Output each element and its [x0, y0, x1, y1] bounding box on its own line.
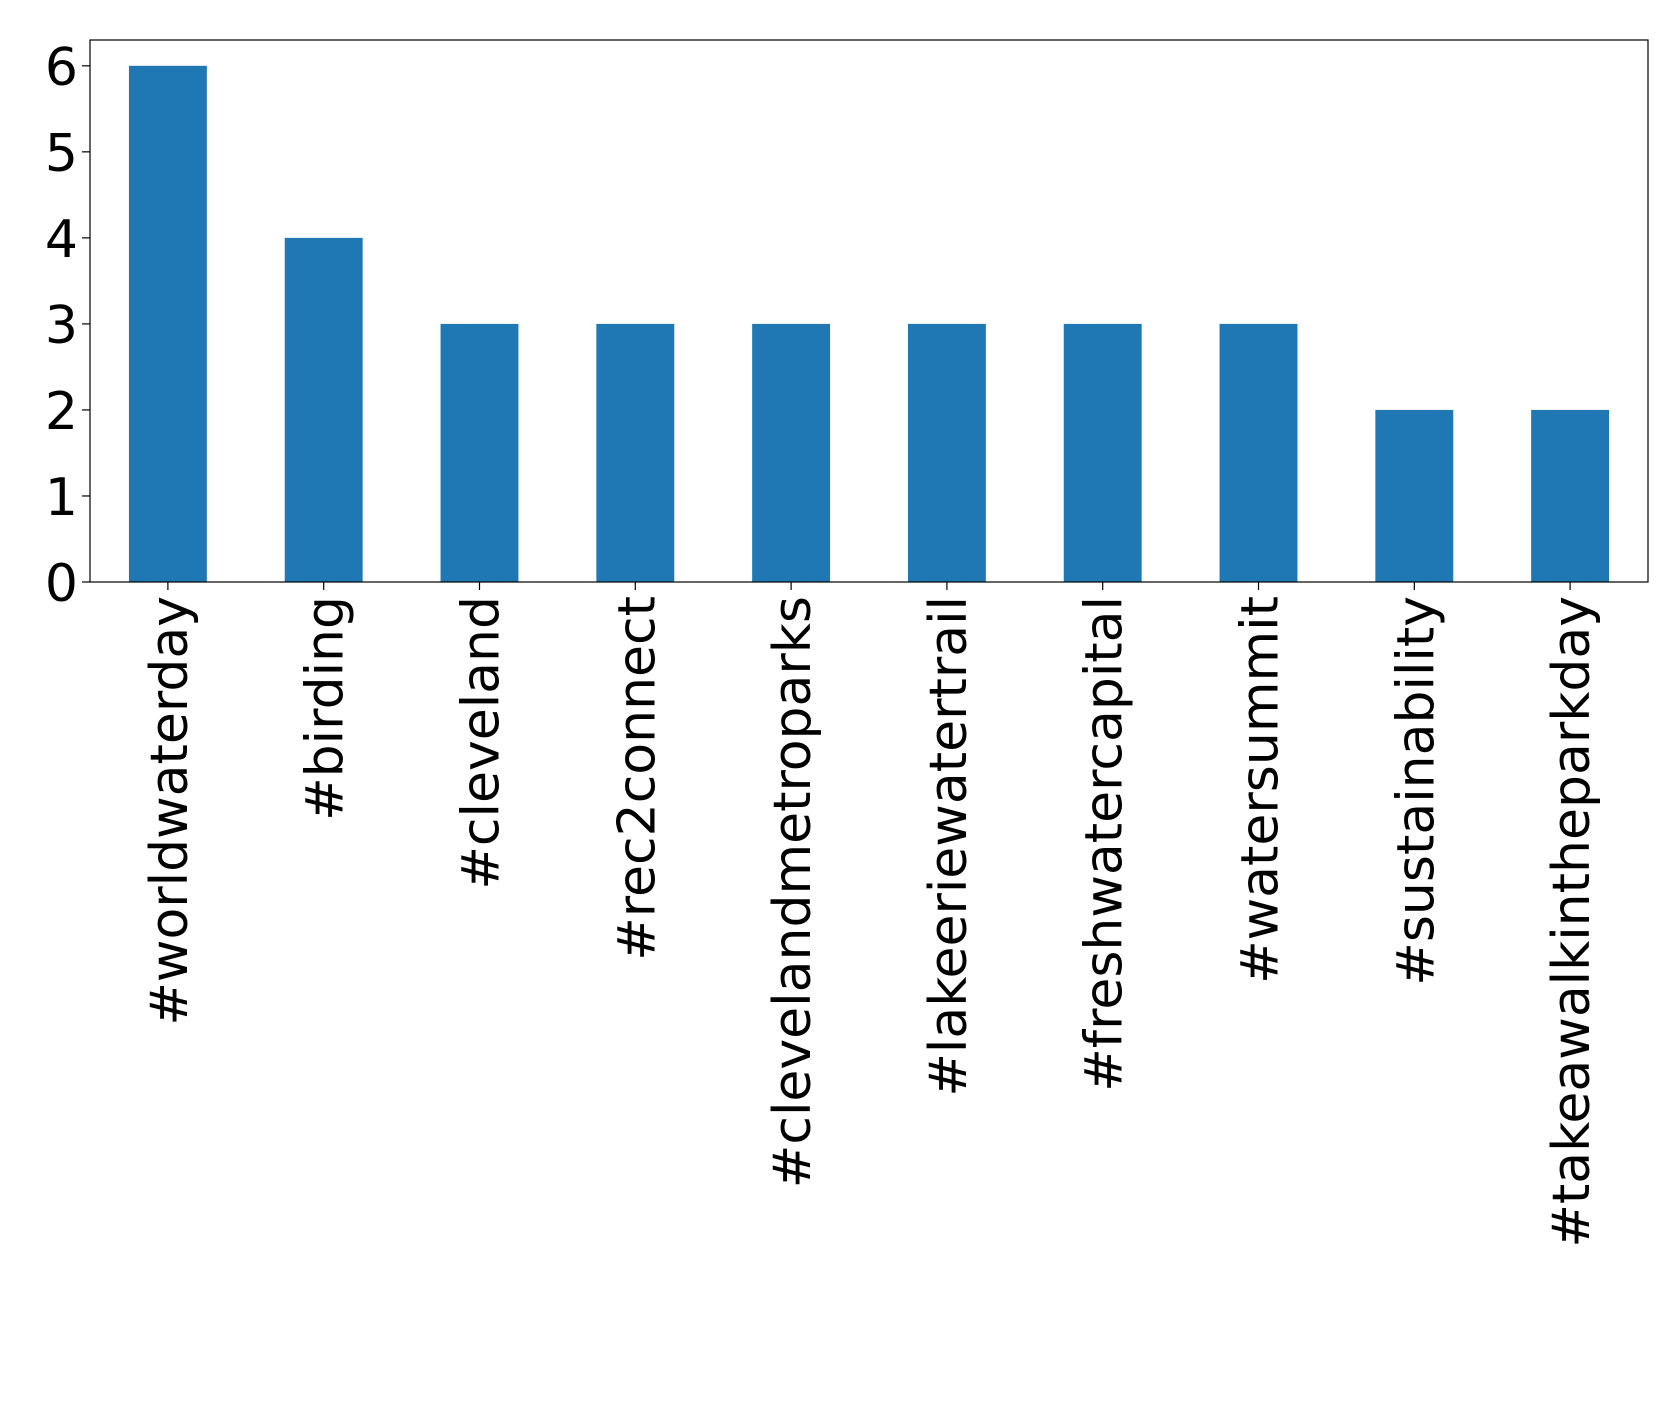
x-tick-label: #cleveland	[452, 596, 512, 890]
y-tick-label: 6	[45, 38, 78, 98]
x-tick-label: #worldwaterday	[140, 596, 200, 1026]
bar	[907, 323, 986, 582]
bar	[752, 323, 831, 582]
bar	[284, 237, 363, 582]
bar	[1063, 323, 1142, 582]
bar	[440, 323, 519, 582]
bar	[128, 65, 207, 583]
bar	[1375, 409, 1454, 582]
x-tick-label: #clevelandmetroparks	[763, 596, 823, 1188]
x-tick-label: #takeawalkintheparkday	[1542, 596, 1602, 1248]
y-tick-label: 0	[45, 554, 78, 614]
y-tick-label: 5	[45, 124, 78, 184]
x-tick-label: #watersummit	[1231, 596, 1291, 984]
y-tick-label: 1	[45, 468, 78, 528]
bar	[1531, 409, 1610, 582]
x-tick-label: #lakeeriewatertrail	[919, 596, 979, 1097]
bar	[1219, 323, 1298, 582]
plot-frame	[89, 39, 1649, 583]
x-tick-label: #birding	[296, 596, 356, 821]
x-tick-label: #sustainability	[1386, 596, 1446, 986]
x-tick-label: #freshwatercapital	[1075, 596, 1135, 1092]
x-tick-label: #rec2connect	[607, 596, 667, 961]
y-tick-label: 4	[45, 210, 78, 270]
y-tick-label: 3	[45, 296, 78, 356]
y-tick-label: 2	[45, 382, 78, 442]
bar	[596, 323, 675, 582]
